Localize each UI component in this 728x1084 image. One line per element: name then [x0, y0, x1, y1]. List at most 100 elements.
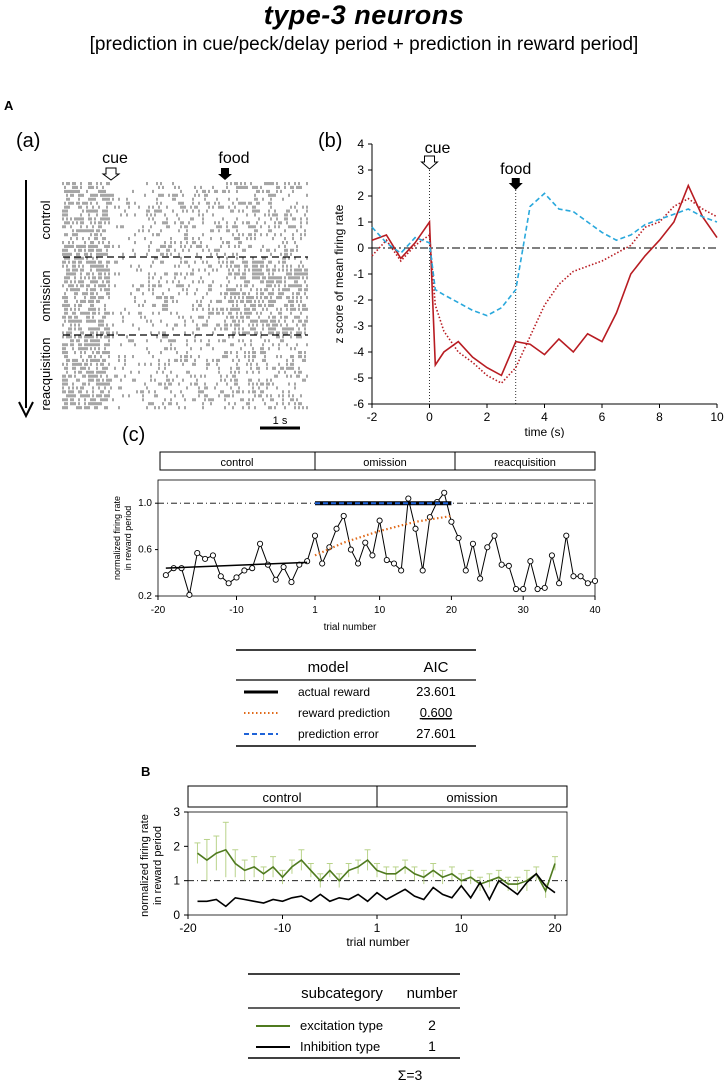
trial-x-tick-label: -10: [229, 605, 244, 616]
trial-point: [217, 573, 224, 580]
trial-x-tick-label: 20: [446, 605, 458, 616]
b-x-tick-label: 20: [548, 921, 562, 935]
raster-phase-reacquisition: reacquisition: [38, 338, 53, 411]
b-phase-omission: omission: [446, 790, 497, 805]
trial-point: [162, 572, 169, 579]
trial-point: [194, 550, 201, 557]
phase-box-omission: [376, 785, 568, 808]
aic-row-model: reward prediction: [298, 706, 390, 720]
zscore-x-tick-label: 10: [710, 410, 724, 424]
raster-panel-label: (a): [16, 130, 41, 152]
raster-phase-omission: omission: [38, 270, 53, 321]
zscore-x-tick-label: 0: [426, 410, 433, 424]
b-y-axis-label: normalized firing ratein reward period: [139, 814, 164, 917]
trial-point: [448, 518, 455, 525]
raster-spike-path: [62, 182, 308, 410]
raster-phase-control: control: [38, 200, 53, 239]
b-y-tick-label: 2: [173, 839, 180, 853]
zscore-x-axis-label: time (s): [525, 425, 565, 438]
b-y-tick-label: 1: [173, 874, 180, 888]
zscore-series-prediction-error: [371, 192, 718, 317]
trial-point: [491, 532, 498, 539]
page-title: type-3 neurons: [263, 0, 465, 30]
trial-observed-line: [165, 491, 596, 595]
trial-point: [249, 565, 256, 572]
trial-point: [362, 539, 369, 546]
trial-point: [512, 585, 520, 593]
cue-arrow-icon: [101, 167, 121, 181]
trial-point: [548, 552, 555, 559]
sub-row-name: Inhibition type: [300, 1039, 380, 1054]
zscore-y-tick-label: 4: [357, 138, 364, 151]
trial-point: [280, 563, 287, 571]
trial-point: [484, 544, 491, 551]
trial-point: [398, 567, 405, 574]
trial-y-tick-label: 1.0: [138, 498, 152, 509]
trial-point: [469, 540, 476, 547]
b-x-tick-label: 1: [374, 921, 381, 935]
trial-point: [534, 585, 541, 593]
zscore-y-axis-label: z score of mean firing rate: [332, 204, 346, 343]
zscore-x-tick-label: 4: [541, 410, 548, 424]
trial-y-tick-label: 0.6: [138, 545, 152, 556]
zscore-y-tick-label: -5: [353, 371, 364, 385]
page-subtitle: [prediction in cue/peck/delay period + p…: [89, 34, 639, 55]
trial-point: [527, 558, 534, 565]
trial-control-fit: [165, 561, 308, 569]
raster-cue-label: cue: [102, 150, 128, 167]
section-b-label: B: [141, 764, 151, 779]
trial-x-tick-label: 10: [374, 605, 386, 616]
zscore-y-tick-label: -2: [353, 293, 364, 307]
trial-point: [577, 573, 584, 580]
zscore-food-label: food: [500, 161, 531, 178]
trial-plot-frame: [157, 479, 596, 597]
trial-point: [233, 574, 240, 581]
trial-point: [498, 561, 505, 568]
b-y-axis-label-line1: normalized firing rate: [139, 814, 151, 917]
sub-col-subcategory: subcategory: [301, 985, 383, 1002]
trial-point: [256, 540, 264, 547]
sub-row-number: 2: [428, 1017, 436, 1033]
raster-food-label: food: [218, 150, 249, 167]
raster-plot: cue food control omission reacquisition …: [18, 150, 308, 430]
sub-row-number: 1: [428, 1038, 436, 1054]
trial-point: [462, 567, 469, 574]
trial-reward-prediction-fit: [314, 514, 452, 557]
trial-phase-control: control: [220, 457, 253, 469]
trial-phase-reacquisition: reacquisition: [494, 457, 556, 469]
zscore-y-tick-label: 2: [357, 189, 364, 203]
zscore-series-actual-reward: [371, 183, 718, 377]
b-x-tick-label: -10: [274, 921, 292, 935]
trial-point: [455, 534, 462, 542]
trial-point: [202, 555, 209, 562]
trial-y-axis-label: normalized firing ratein reward period: [112, 496, 133, 580]
aic-row-value: 0.600: [420, 705, 453, 720]
zscore-x-tick-label: 8: [656, 410, 663, 424]
aic-row-value: 23.601: [416, 684, 456, 699]
trial-point: [584, 580, 591, 587]
aic-table: model AIC actual reward 23.601 reward pr…: [236, 649, 476, 747]
zscore-y-tick-label: 0: [357, 241, 364, 255]
b-series-excitation-type: [197, 848, 556, 893]
trial-y-axis-label-line2: in reward period: [123, 506, 133, 571]
zscore-y-tick-label: -6: [353, 397, 364, 411]
trial-point: [477, 575, 484, 582]
trial-point: [405, 495, 412, 502]
zscore-panel-label: (b): [318, 130, 343, 152]
b-y-tick-label: 0: [173, 908, 180, 922]
b-x-tick-label: -20: [179, 921, 197, 935]
trial-x-tick-label: -20: [151, 605, 166, 616]
phase-box-reacquisition: [454, 451, 596, 471]
subcategory-chart: control omission 0 1 2 3 -20 -10 1 10 20 trial n…: [139, 785, 568, 949]
trial-point: [241, 567, 248, 574]
b-phase-control: control: [262, 790, 301, 805]
arrow-down-icon: [18, 401, 34, 419]
trial-point: [441, 489, 448, 496]
sub-sum: Σ=3: [398, 1067, 423, 1082]
trial-point: [520, 585, 527, 593]
zscore-x-tick-label: 6: [599, 410, 606, 424]
b-x-tick-label: 10: [455, 921, 469, 935]
aic-col-aic: AIC: [423, 659, 448, 676]
trials-panel-label: (c): [122, 424, 146, 446]
trial-point: [541, 584, 548, 591]
